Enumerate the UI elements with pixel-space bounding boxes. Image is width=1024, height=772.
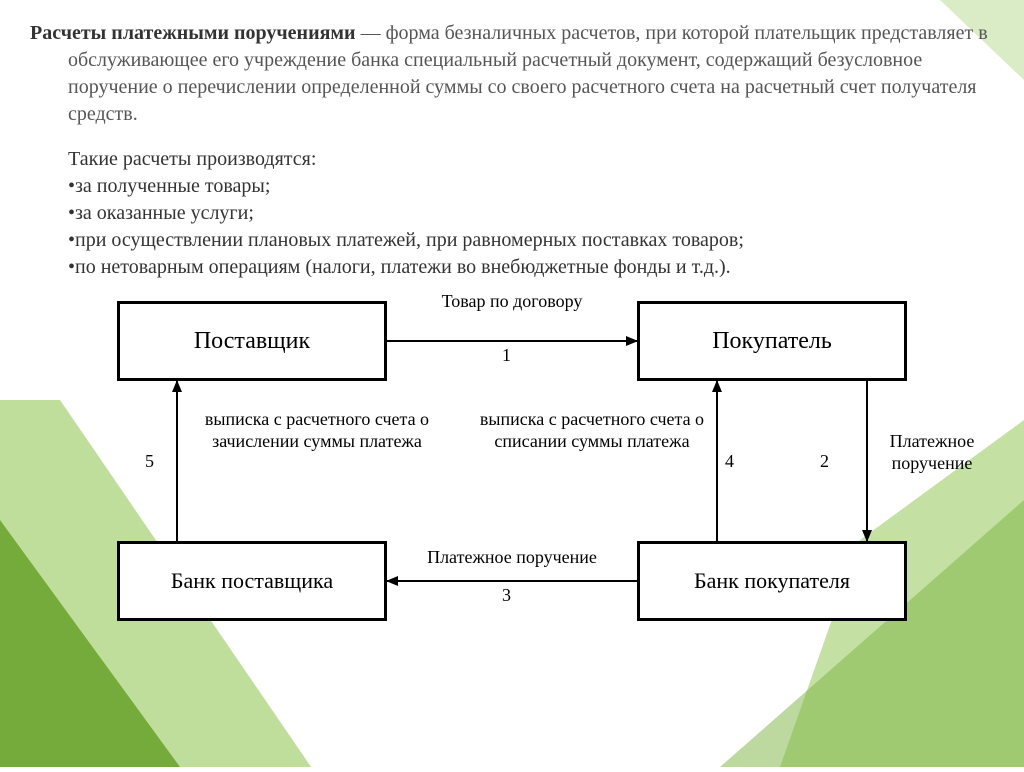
list-intro: Такие расчеты производятся: (68, 146, 994, 173)
edge-e4-number: 4 (725, 451, 734, 472)
list-item: •при осуществлении плановых платежей, пр… (68, 227, 994, 254)
edge-e4-label: выписка с расчетного счета о списании су… (477, 409, 707, 452)
edge-e1-label: Товар по договору (407, 291, 617, 313)
node-supplier_bank: Банк поставщика (117, 541, 387, 621)
edge-e3-number: 3 (502, 585, 511, 606)
slide-content: Расчеты платежными поручениями — форма б… (0, 0, 1024, 651)
node-buyer_bank: Банк покупателя (637, 541, 907, 621)
definition-term: Расчеты платежными поручениями (30, 22, 356, 44)
edge-e2-label: Платежное поручение (877, 431, 987, 474)
list-item: •за оказанные услуги; (68, 200, 994, 227)
usage-list: Такие расчеты производятся: •за полученн… (30, 146, 994, 281)
edge-e2-number: 2 (820, 451, 829, 472)
edge-e5-label: выписка с расчетного счета о зачислении … (192, 409, 442, 452)
list-item: •за полученные товары; (68, 173, 994, 200)
edge-e3-label: Платежное поручение (407, 547, 617, 569)
payment-flow-diagram: Поставщик Покупатель Банк поставщика Банк п… (77, 291, 947, 651)
edge-e5-number: 5 (145, 451, 154, 472)
list-item: •по нетоварным операциям (налоги, платеж… (68, 254, 994, 281)
node-buyer: Покупатель (637, 301, 907, 381)
definition-separator: — (356, 22, 386, 44)
node-supplier: Поставщик (117, 301, 387, 381)
definition-paragraph: Расчеты платежными поручениями — форма б… (30, 20, 994, 128)
edge-e1-number: 1 (502, 345, 511, 366)
